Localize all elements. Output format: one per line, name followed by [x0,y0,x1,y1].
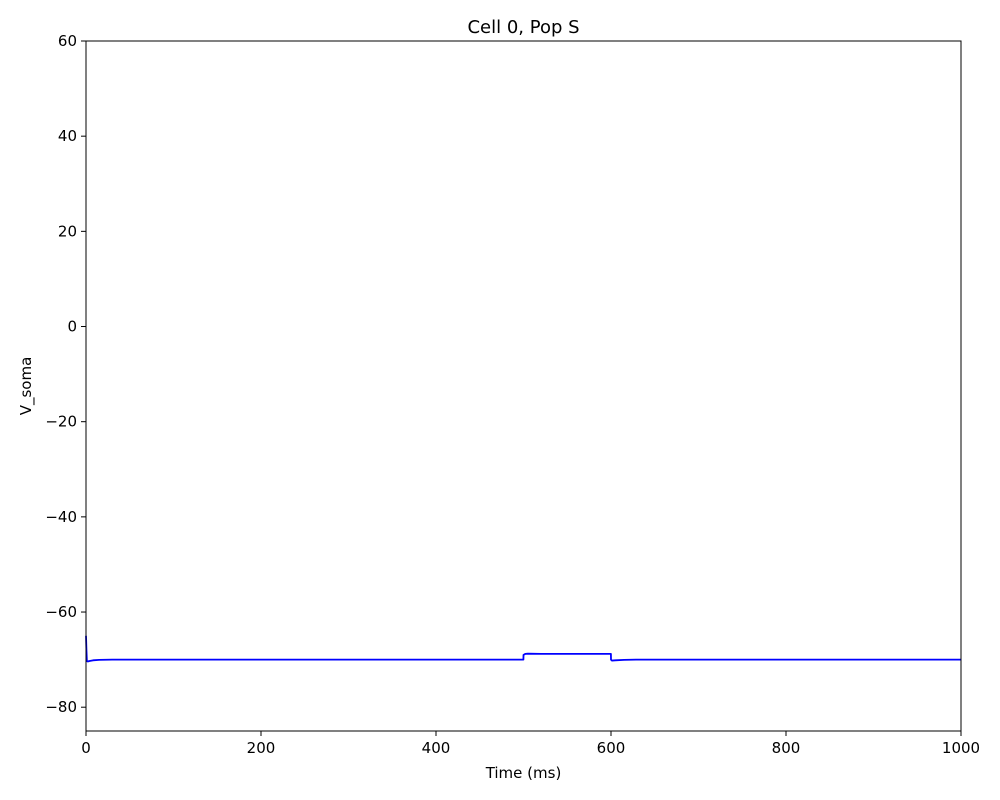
x-tick-label: 200 [247,739,276,757]
series-line-0 [85,635,961,663]
y-tick-label: 0 [67,318,77,336]
chart-title: Cell 0, Pop S [467,17,579,38]
x-tick-label: 600 [597,739,626,757]
plot-frame [85,40,962,732]
y-tick-label: −80 [45,698,77,716]
y-tick-label: −20 [45,413,77,431]
x-axis-label: Time (ms) [485,764,562,782]
x-tick-label: 400 [422,739,451,757]
x-tick-label: 800 [772,739,801,757]
y-tick-label: 40 [58,127,77,145]
y-axis-label: V_soma [17,357,36,416]
y-tick-label: −60 [45,603,77,621]
plot-area: 0 200 400 600 800 1000 −80 −60 −40 −20 0 20 40 60 [45,32,980,757]
x-tick-label: 0 [81,739,91,757]
y-tick-label: 20 [58,222,77,240]
y-tick-label: 60 [58,32,77,50]
x-tick-label: 1000 [942,739,980,757]
y-tick-label: −40 [45,508,77,526]
